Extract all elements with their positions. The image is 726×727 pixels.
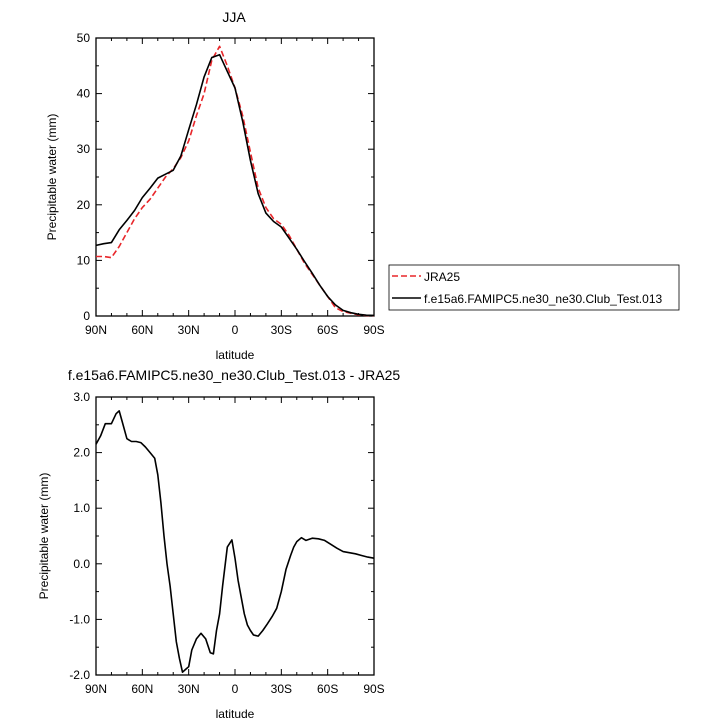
top-y-tick-label: 10: [77, 253, 91, 267]
top-y-tick-label: 30: [77, 142, 91, 156]
top-x-tick-label: 90S: [363, 323, 384, 337]
top-series-line-1: [95, 53, 375, 317]
bottom-x-axis-label: latitude: [216, 707, 255, 721]
legend: JRA25 f.e15a6.FAMIPC5.ne30_ne30.Club_Tes…: [388, 264, 680, 311]
bottom-x-tick-label: 30S: [271, 682, 292, 696]
bottom-x-tick-label: 60N: [131, 682, 153, 696]
legend-label-jra25: JRA25: [424, 270, 460, 284]
top-y-axis-label: Precipitable water (mm): [45, 114, 59, 241]
bottom-x-tick-label: 60S: [317, 682, 338, 696]
bottom-x-tick-label: 30N: [178, 682, 200, 696]
top-lines: [95, 45, 375, 317]
bottom-y-tick-label: -2.0: [69, 668, 90, 682]
bottom-ticks: 90N 60N 30N 0 30S 60S 90S -2.0 -1.0 0.0 1.0 2.0 3.0: [69, 390, 384, 696]
top-plot-frame: [95, 37, 375, 317]
top-x-tick-label: 30N: [178, 323, 200, 337]
bottom-x-tick-label: 90S: [363, 682, 384, 696]
legend-label-model: f.e15a6.FAMIPC5.ne30_ne30.Club_Test.013: [424, 292, 662, 306]
bottom-series-line-0: [95, 410, 375, 674]
top-x-tick-label: 0: [232, 323, 239, 337]
top-ticks: 90N 60N 30N 0 30S 60S 90S 0 10 20 30 40 50: [77, 31, 385, 337]
top-y-tick-label: 0: [83, 309, 90, 323]
bottom-y-tick-label: 0.0: [73, 557, 90, 571]
top-x-tick-label: 90N: [85, 323, 107, 337]
top-y-tick-label: 50: [77, 31, 91, 45]
top-panel: JJA 90N 60N 30N 0 30S 60S 90S 0 10 20 30 40 50 latit…: [45, 9, 385, 362]
top-x-axis-label: latitude: [216, 348, 255, 362]
legend-box: [388, 264, 680, 311]
bottom-x-tick-label: 0: [232, 682, 239, 696]
top-x-tick-label: 60S: [317, 323, 338, 337]
bottom-y-tick-label: 1.0: [73, 501, 90, 515]
top-x-tick-label: 30S: [271, 323, 292, 337]
bottom-x-tick-label: 90N: [85, 682, 107, 696]
top-y-tick-label: 40: [77, 87, 91, 101]
bottom-y-tick-label: -1.0: [69, 612, 90, 626]
bottom-chart-title: f.e15a6.FAMIPC5.ne30_ne30.Club_Test.013 …: [68, 367, 401, 383]
top-x-tick-label: 60N: [131, 323, 153, 337]
top-y-tick-label: 20: [77, 198, 91, 212]
bottom-panel: f.e15a6.FAMIPC5.ne30_ne30.Club_Test.013 …: [37, 367, 400, 721]
bottom-y-tick-label: 3.0: [73, 390, 90, 404]
bottom-lines: [95, 410, 375, 674]
top-chart-title: JJA: [222, 9, 246, 25]
bottom-plot-frame: [95, 396, 375, 676]
bottom-y-axis-label: Precipitable water (mm): [37, 473, 51, 600]
bottom-y-tick-label: 2.0: [73, 446, 90, 460]
